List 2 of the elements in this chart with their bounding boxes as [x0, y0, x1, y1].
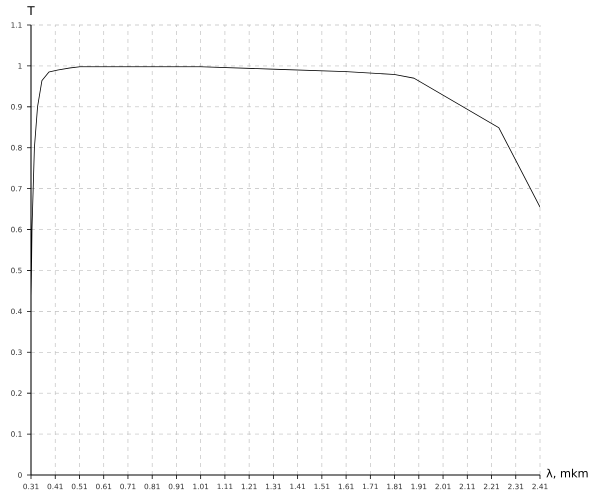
- x-axis-title: λ, mkm: [546, 468, 588, 479]
- y-axis-title: T: [27, 6, 35, 15]
